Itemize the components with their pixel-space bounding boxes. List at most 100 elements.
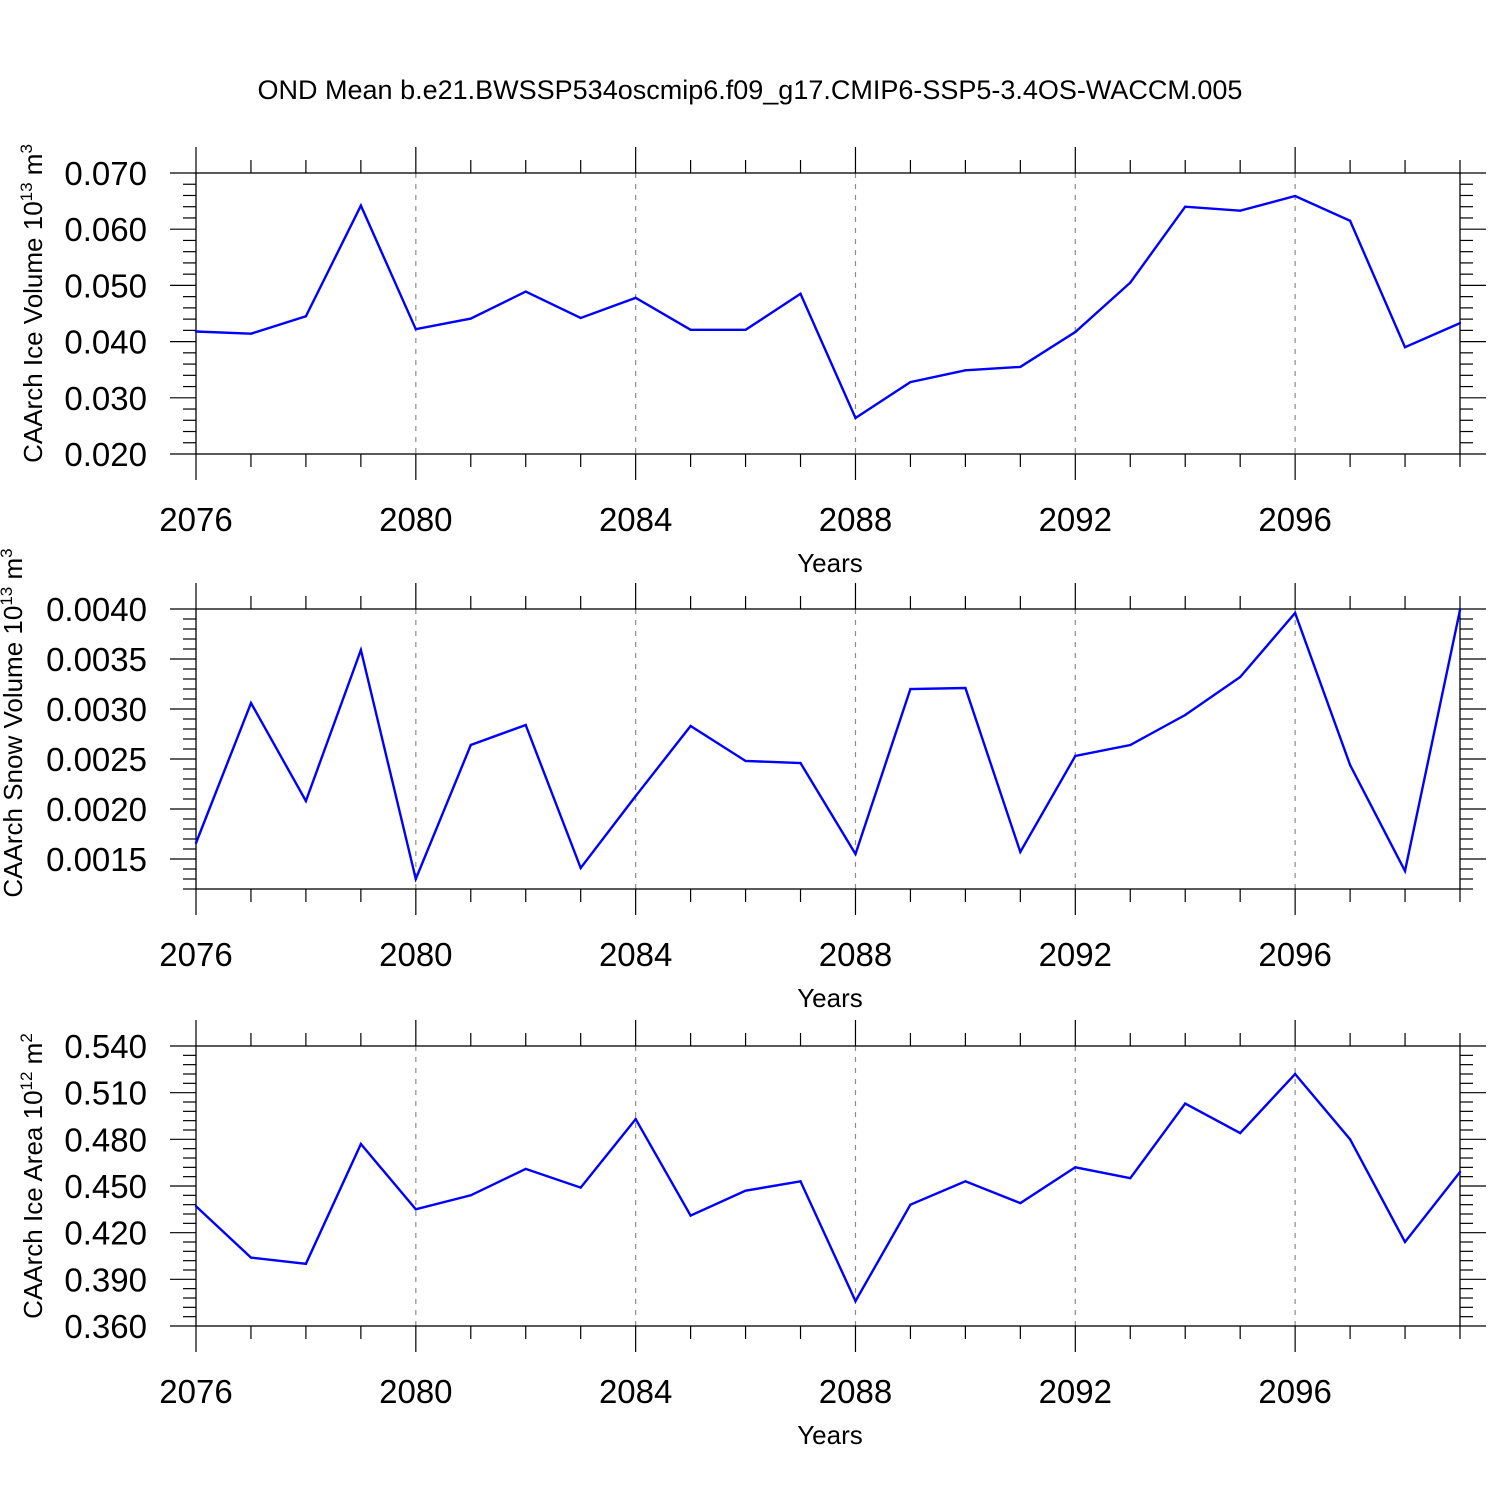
data-point (1458, 1170, 1462, 1174)
data-point (1348, 1138, 1352, 1141)
data-point (964, 686, 967, 690)
data-point (964, 369, 967, 372)
data-point (854, 1299, 857, 1303)
data-point (909, 380, 912, 384)
data-point (359, 648, 363, 652)
data-point (304, 799, 308, 803)
x-tick-label: 2076 (159, 501, 232, 538)
data-point (1129, 281, 1132, 284)
data-point (1074, 330, 1077, 334)
y-tick-label: 0.0025 (46, 741, 147, 778)
y-tick-label: 0.060 (64, 211, 147, 248)
data-point (1403, 1240, 1407, 1244)
x-tick-label: 2096 (1258, 936, 1331, 973)
x-tick-label: 2076 (159, 1373, 232, 1410)
data-point (799, 292, 802, 296)
data-point (1184, 713, 1187, 717)
data-point (249, 1256, 253, 1259)
data-point (524, 723, 527, 727)
data-point (249, 701, 253, 705)
data-point (359, 204, 363, 207)
x-tick-label: 2092 (1039, 1373, 1112, 1410)
data-point (414, 877, 418, 881)
data-point (1184, 205, 1187, 208)
data-point (1458, 608, 1462, 612)
y-axis-label: CAArch Snow Volume 1013 m3 (0, 548, 28, 897)
y-tick-label: 0.070 (64, 155, 147, 192)
y-axis-label: CAArch Ice Area 1012 m2 (17, 1033, 48, 1319)
x-tick-label: 2084 (599, 936, 672, 973)
y-tick-label: 0.480 (64, 1121, 147, 1158)
data-point (414, 1208, 418, 1211)
y-tick-label: 0.030 (64, 380, 147, 417)
panels: 2076 2080 2084 2088 2092 2096 0.020 0.030 0.040 0… (0, 144, 1486, 1450)
data-point (1458, 321, 1462, 325)
data-point (1293, 1072, 1297, 1076)
data-point (744, 1189, 747, 1192)
y-tick-label: 0.040 (64, 324, 147, 361)
y-tick-label: 0.0035 (46, 641, 147, 678)
panel-3: 2076 2080 2084 2088 2092 2096 0.360 0.390 0.420 0… (17, 1020, 1486, 1450)
series-line (195, 1072, 1461, 1304)
data-point (304, 1262, 308, 1265)
data-point (414, 328, 418, 331)
data-point (1348, 763, 1352, 767)
data-point (1238, 675, 1242, 679)
y-tick-label: 0.050 (64, 267, 147, 304)
data-point (854, 852, 857, 856)
data-point (1074, 1166, 1077, 1169)
data-point (1293, 194, 1297, 198)
data-point (1019, 1201, 1022, 1205)
data-point (359, 1142, 363, 1146)
x-tick-label: 2080 (379, 1373, 452, 1410)
data-point (1238, 1131, 1242, 1135)
y-tick-label: 0.450 (64, 1168, 147, 1205)
data-point (249, 332, 253, 335)
data-point (1019, 365, 1022, 369)
data-point (1293, 611, 1297, 615)
x-tick-label: 2080 (379, 936, 452, 973)
y-tick-label: 0.0015 (46, 841, 147, 878)
data-point (469, 743, 472, 747)
x-tick-label: 2096 (1258, 501, 1331, 538)
y-tick-label: 0.360 (64, 1308, 147, 1345)
x-tick-label: 2084 (599, 1373, 672, 1410)
x-tick-label: 2088 (819, 1373, 892, 1410)
x-tick-label: 2084 (599, 501, 672, 538)
x-axis-label: Years (797, 1420, 863, 1450)
y-tick-label: 0.0040 (46, 591, 147, 628)
panel-1: 2076 2080 2084 2088 2092 2096 0.020 0.030 0.040 0… (17, 144, 1486, 578)
data-point (744, 759, 747, 763)
data-point (634, 296, 637, 299)
data-point (524, 290, 527, 293)
y-tick-label: 0.0020 (46, 791, 147, 828)
x-tick-label: 2092 (1039, 936, 1112, 973)
y-tick-label: 0.0030 (46, 691, 147, 728)
data-point (1403, 346, 1407, 349)
data-point (1403, 869, 1407, 873)
data-point (1129, 743, 1132, 747)
data-point (799, 1180, 802, 1183)
data-point (1238, 209, 1242, 212)
y-tick-label: 0.510 (64, 1075, 147, 1112)
data-point (1129, 1177, 1132, 1180)
data-point (579, 316, 582, 320)
data-point (304, 315, 308, 318)
x-tick-label: 2080 (379, 501, 452, 538)
data-point (1074, 754, 1077, 758)
x-tick-label: 2096 (1258, 1373, 1331, 1410)
data-point (579, 1186, 582, 1189)
x-tick-label: 2088 (819, 501, 892, 538)
series-line (194, 609, 1462, 883)
chart-title: OND Mean b.e21.BWSSP534oscmip6.f09_g17.C… (258, 75, 1243, 105)
x-tick-label: 2076 (159, 936, 232, 973)
data-point (909, 687, 912, 691)
y-tick-label: 0.390 (64, 1261, 147, 1298)
data-point (194, 1205, 198, 1208)
data-point (469, 1194, 472, 1197)
plot-frame (195, 608, 1461, 890)
panel-2: 2076 2080 2084 2088 2092 2096 0.0015 0.0020 0.00… (0, 548, 1486, 1013)
y-tick-label: 0.540 (64, 1028, 147, 1065)
data-point (1019, 850, 1022, 854)
